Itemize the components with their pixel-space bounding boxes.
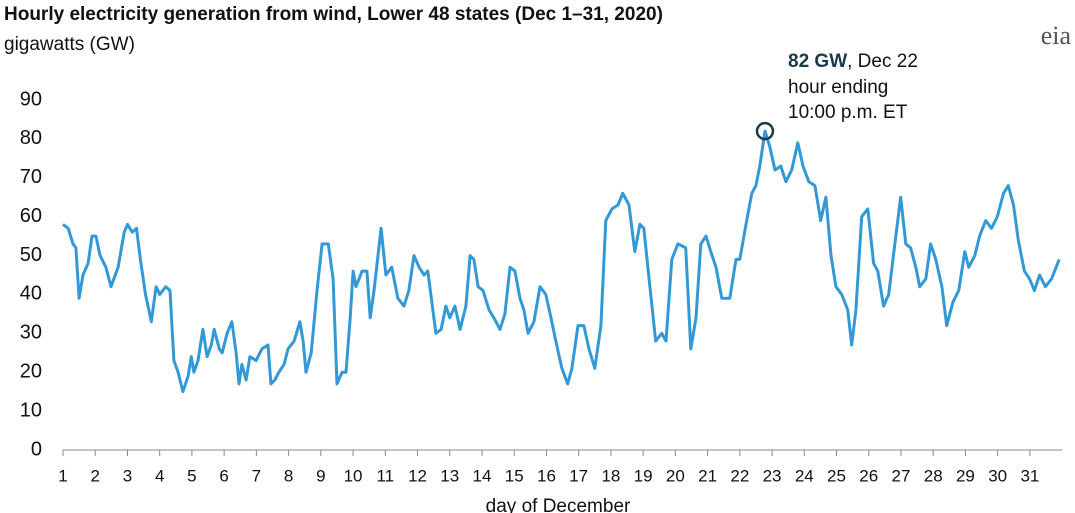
x-tick-label: 2 bbox=[90, 466, 99, 485]
x-tick-label: 8 bbox=[284, 466, 293, 485]
x-tick-label: 12 bbox=[408, 466, 427, 485]
x-tick-label: 13 bbox=[440, 466, 459, 485]
x-tick-label: 31 bbox=[1020, 466, 1039, 485]
x-tick-label: 19 bbox=[634, 466, 653, 485]
y-tick-label: 0 bbox=[31, 438, 42, 460]
x-tick-label: 5 bbox=[187, 466, 196, 485]
x-tick-label: 27 bbox=[892, 466, 911, 485]
x-tick-label: 25 bbox=[827, 466, 846, 485]
y-axis-label: gigawatts (GW) bbox=[4, 34, 135, 55]
x-tick-label: 30 bbox=[988, 466, 1007, 485]
x-tick-label: 1 bbox=[58, 466, 67, 485]
x-tick-label: 24 bbox=[795, 466, 814, 485]
x-tick-label: 21 bbox=[698, 466, 717, 485]
y-tick-label: 40 bbox=[20, 283, 42, 305]
x-tick-label: 14 bbox=[473, 466, 492, 485]
annotation-line: hour ending bbox=[788, 77, 888, 98]
annotation-value: 82 GW bbox=[788, 51, 847, 72]
annotation-line: 10:00 p.m. ET bbox=[788, 102, 908, 123]
chart-title: Hourly electricity generation from wind,… bbox=[4, 4, 663, 25]
y-tick-label: 80 bbox=[20, 127, 42, 149]
x-tick-label: 23 bbox=[763, 466, 782, 485]
x-tick-label: 6 bbox=[219, 466, 228, 485]
x-tick-label: 4 bbox=[155, 466, 164, 485]
x-tick-label: 11 bbox=[376, 466, 394, 485]
y-tick-label: 90 bbox=[20, 88, 42, 110]
x-tick-label: 28 bbox=[924, 466, 943, 485]
y-tick-label: 50 bbox=[20, 244, 42, 266]
x-tick-label: 26 bbox=[859, 466, 878, 485]
x-tick-label: 7 bbox=[252, 466, 261, 485]
x-tick-label: 10 bbox=[344, 466, 363, 485]
x-tick-label: 22 bbox=[730, 466, 749, 485]
y-tick-label: 30 bbox=[20, 322, 42, 344]
logo: eia bbox=[1041, 21, 1072, 50]
y-tick-label: 60 bbox=[20, 205, 42, 227]
y-tick-label: 70 bbox=[20, 166, 42, 188]
annotation-date: , Dec 22 bbox=[847, 51, 918, 72]
annotation: 82 GW, Dec 22 bbox=[788, 51, 918, 72]
wind-line bbox=[62, 129, 1061, 394]
x-axis-label: day of December bbox=[486, 496, 631, 513]
x-tick-label: 18 bbox=[601, 466, 620, 485]
x-tick-label: 17 bbox=[569, 466, 588, 485]
x-tick-label: 29 bbox=[956, 466, 975, 485]
peak-marker bbox=[755, 121, 775, 141]
x-tick-label: 16 bbox=[537, 466, 556, 485]
x-tick-label: 9 bbox=[316, 466, 325, 485]
y-tick-label: 10 bbox=[20, 399, 42, 421]
x-tick-label: 3 bbox=[123, 466, 132, 485]
x-tick-label: 15 bbox=[505, 466, 524, 485]
x-tick-label: 20 bbox=[666, 466, 685, 485]
y-tick-label: 20 bbox=[20, 361, 42, 383]
